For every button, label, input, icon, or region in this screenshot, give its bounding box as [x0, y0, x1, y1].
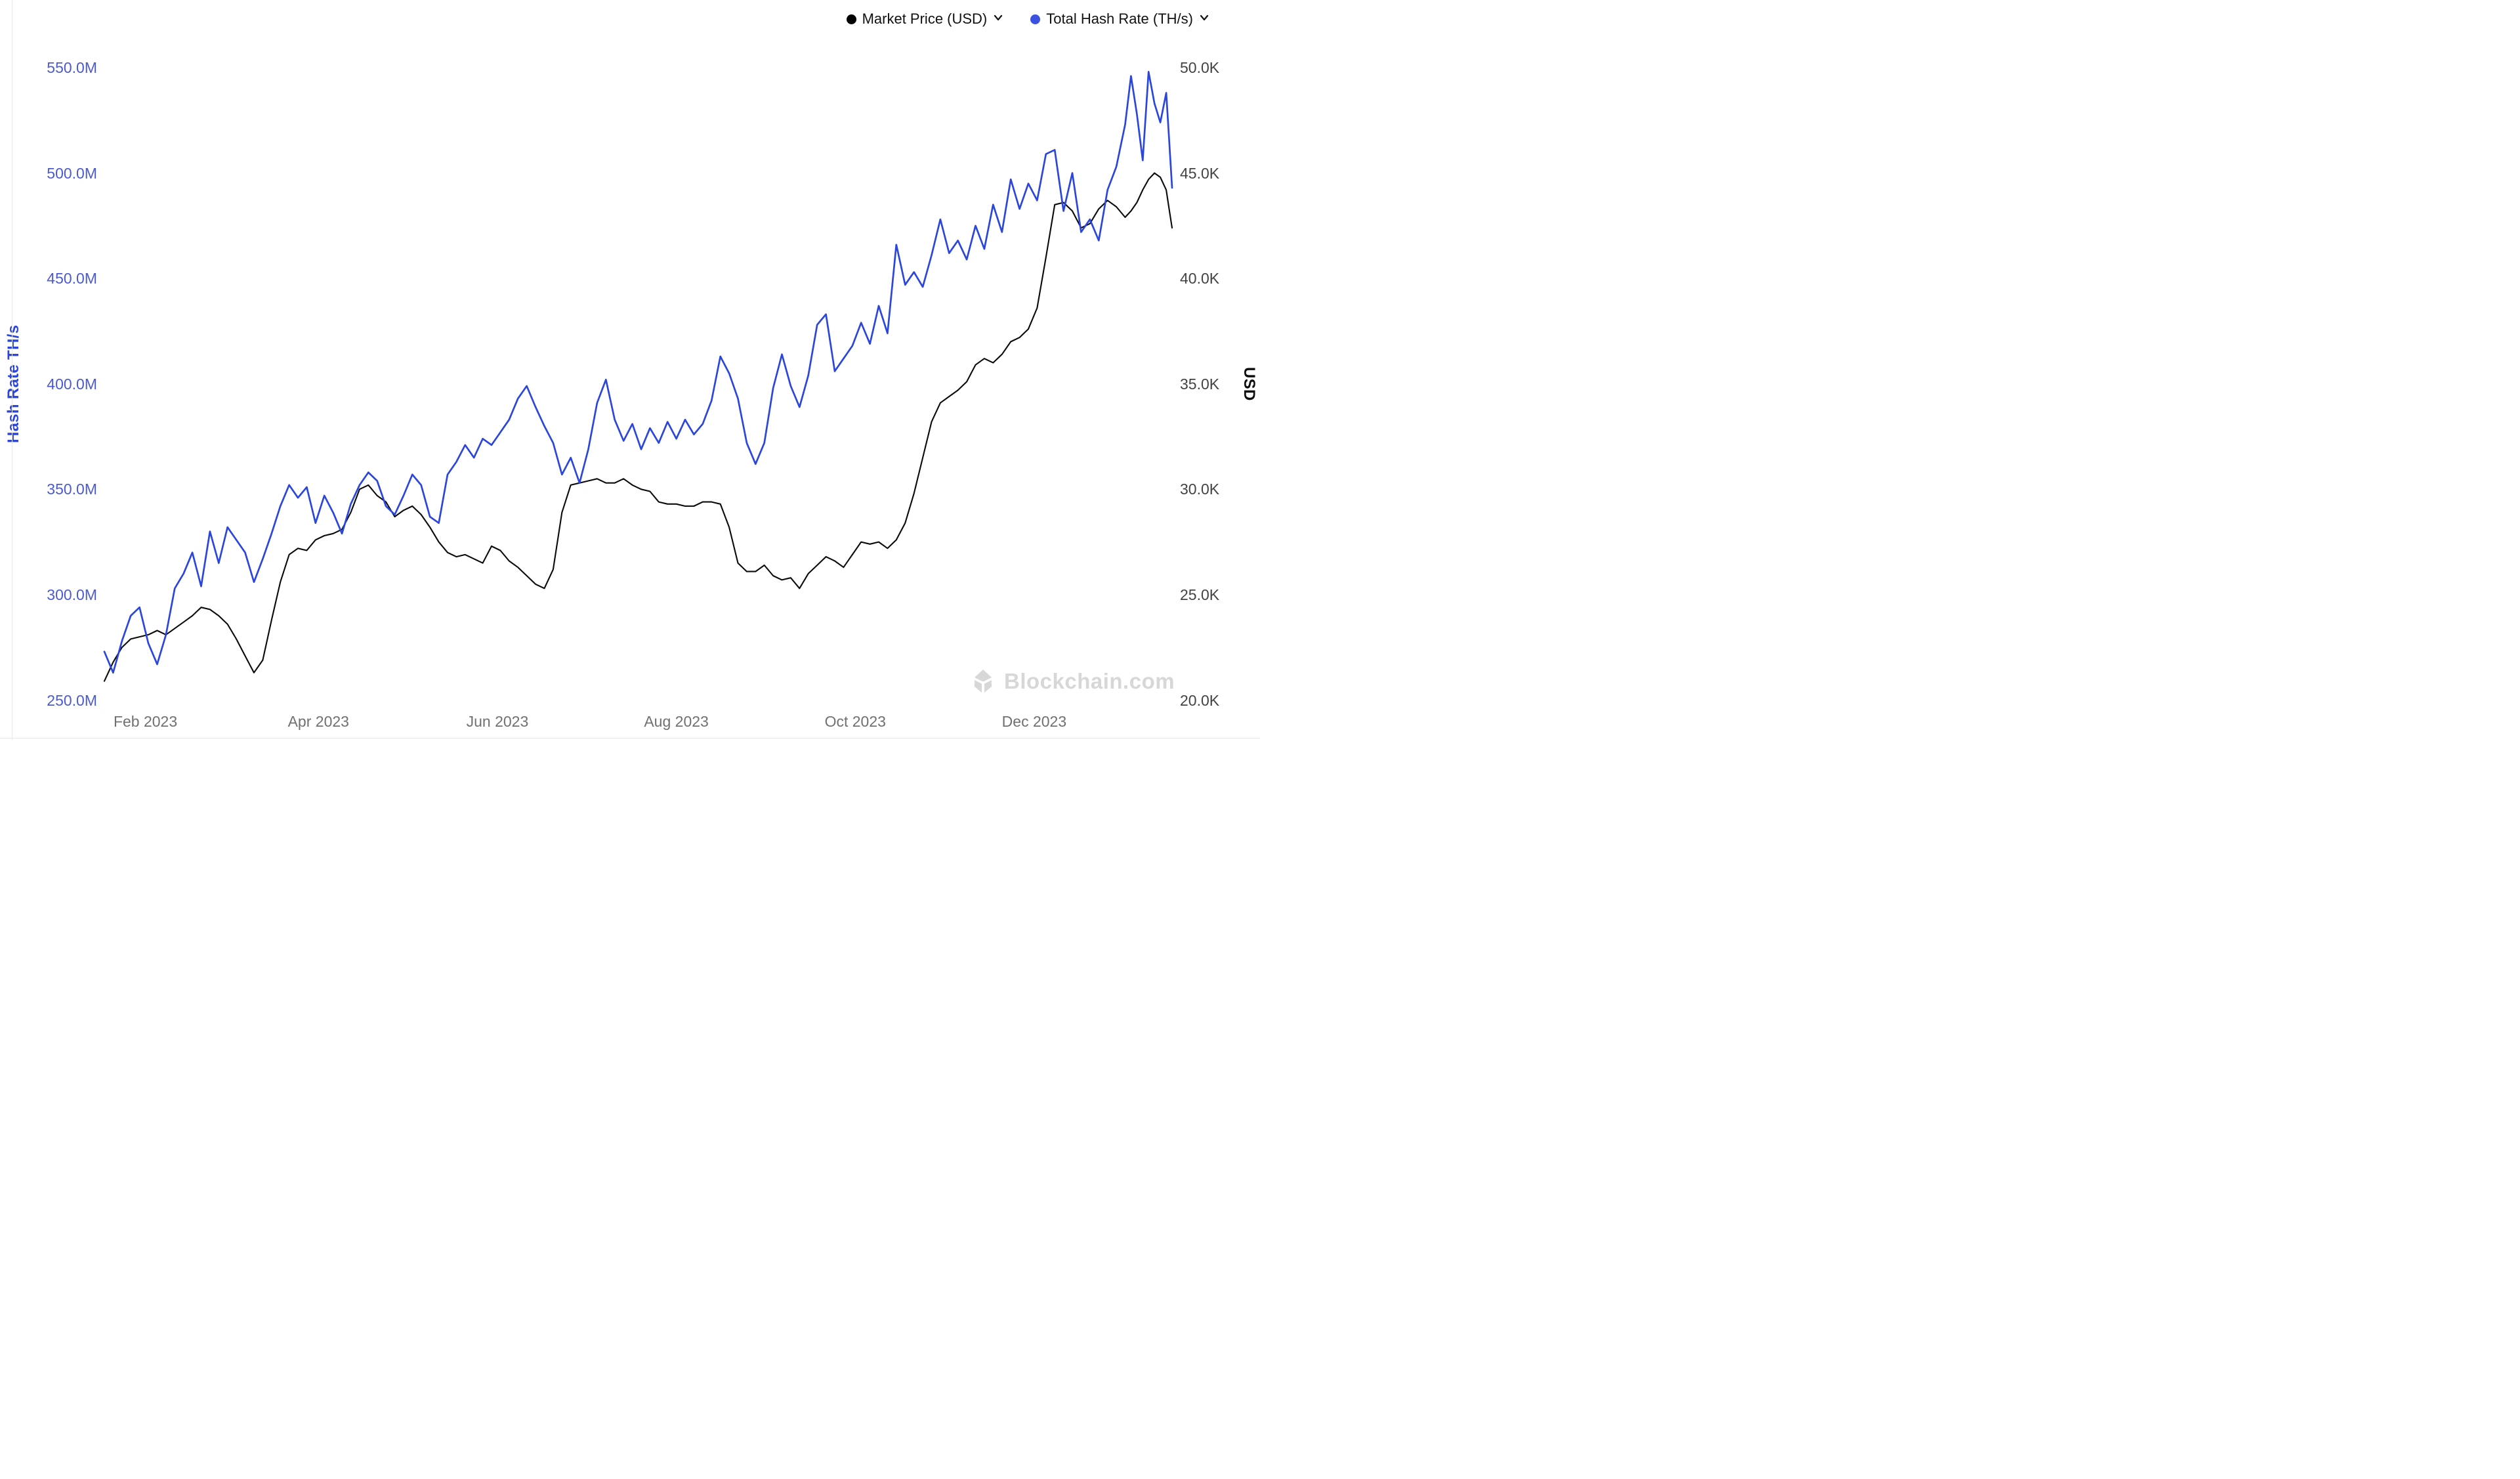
legend-item-market-price[interactable]: Market Price (USD)	[846, 11, 1005, 28]
watermark-text: Blockchain.com	[1004, 669, 1175, 693]
y-tick-label-usd: 35.0K	[1180, 375, 1220, 393]
market-price-dot-icon	[846, 14, 856, 24]
y-tick-label-usd: 20.0K	[1180, 691, 1220, 709]
legend-label-hash-rate: Total Hash Rate (TH/s)	[1046, 11, 1193, 27]
y-tick-label-usd: 40.0K	[1180, 270, 1220, 288]
hash-rate-line	[103, 71, 1173, 674]
blockchain-logo-icon	[975, 670, 992, 693]
y-tick-label-hash-rate: 250.0M	[47, 691, 97, 709]
x-tick-label: Jun 2023	[466, 713, 529, 730]
x-tick-label: Oct 2023	[824, 713, 886, 730]
left-axis-ticks: 550.0M 500.0M 450.0M 400.0M 350.0M 300.0M 250.…	[0, 0, 97, 740]
y-tick-label-usd: 45.0K	[1180, 164, 1220, 182]
chart-card: Market Price (USD) Total Hash Rate (TH/s…	[0, 0, 1260, 740]
x-tick-label: Apr 2023	[287, 713, 349, 730]
market-price-line	[103, 172, 1173, 682]
x-tick-label: Dec 2023	[1001, 713, 1067, 730]
y-tick-label-hash-rate: 500.0M	[47, 164, 97, 182]
y-tick-label-hash-rate: 450.0M	[47, 270, 97, 288]
hash-rate-dot-icon	[1030, 14, 1041, 24]
legend: Market Price (USD) Total Hash Rate (TH/s…	[846, 11, 1210, 28]
plot-area	[103, 71, 1173, 682]
legend-item-hash-rate[interactable]: Total Hash Rate (TH/s)	[1030, 11, 1210, 28]
right-axis-ticks: 50.0K 45.0K 40.0K 35.0K 30.0K 25.0K 20.0K	[1180, 0, 1252, 740]
y-tick-label-hash-rate: 550.0M	[47, 59, 97, 76]
y-tick-label-hash-rate: 300.0M	[47, 586, 97, 603]
x-tick-label: Feb 2023	[113, 713, 178, 730]
y-tick-label-hash-rate: 350.0M	[47, 481, 97, 498]
y-tick-label-usd: 25.0K	[1180, 586, 1220, 603]
chevron-down-icon	[1200, 14, 1209, 21]
right-axis-title: USD	[1240, 367, 1258, 401]
card-bottom-border	[0, 738, 1260, 739]
y-tick-label-usd: 50.0K	[1180, 59, 1220, 76]
y-tick-label-hash-rate: 400.0M	[47, 375, 97, 393]
x-tick-label: Aug 2023	[644, 713, 709, 730]
y-tick-label-usd: 30.0K	[1180, 481, 1220, 498]
watermark: Blockchain.com	[970, 668, 1175, 695]
legend-label-market-price: Market Price (USD)	[862, 11, 988, 27]
x-axis-ticks: Feb 2023 Apr 2023 Jun 2023 Aug 2023 Oct 2023…	[0, 713, 1260, 734]
chevron-down-icon	[994, 14, 1003, 21]
